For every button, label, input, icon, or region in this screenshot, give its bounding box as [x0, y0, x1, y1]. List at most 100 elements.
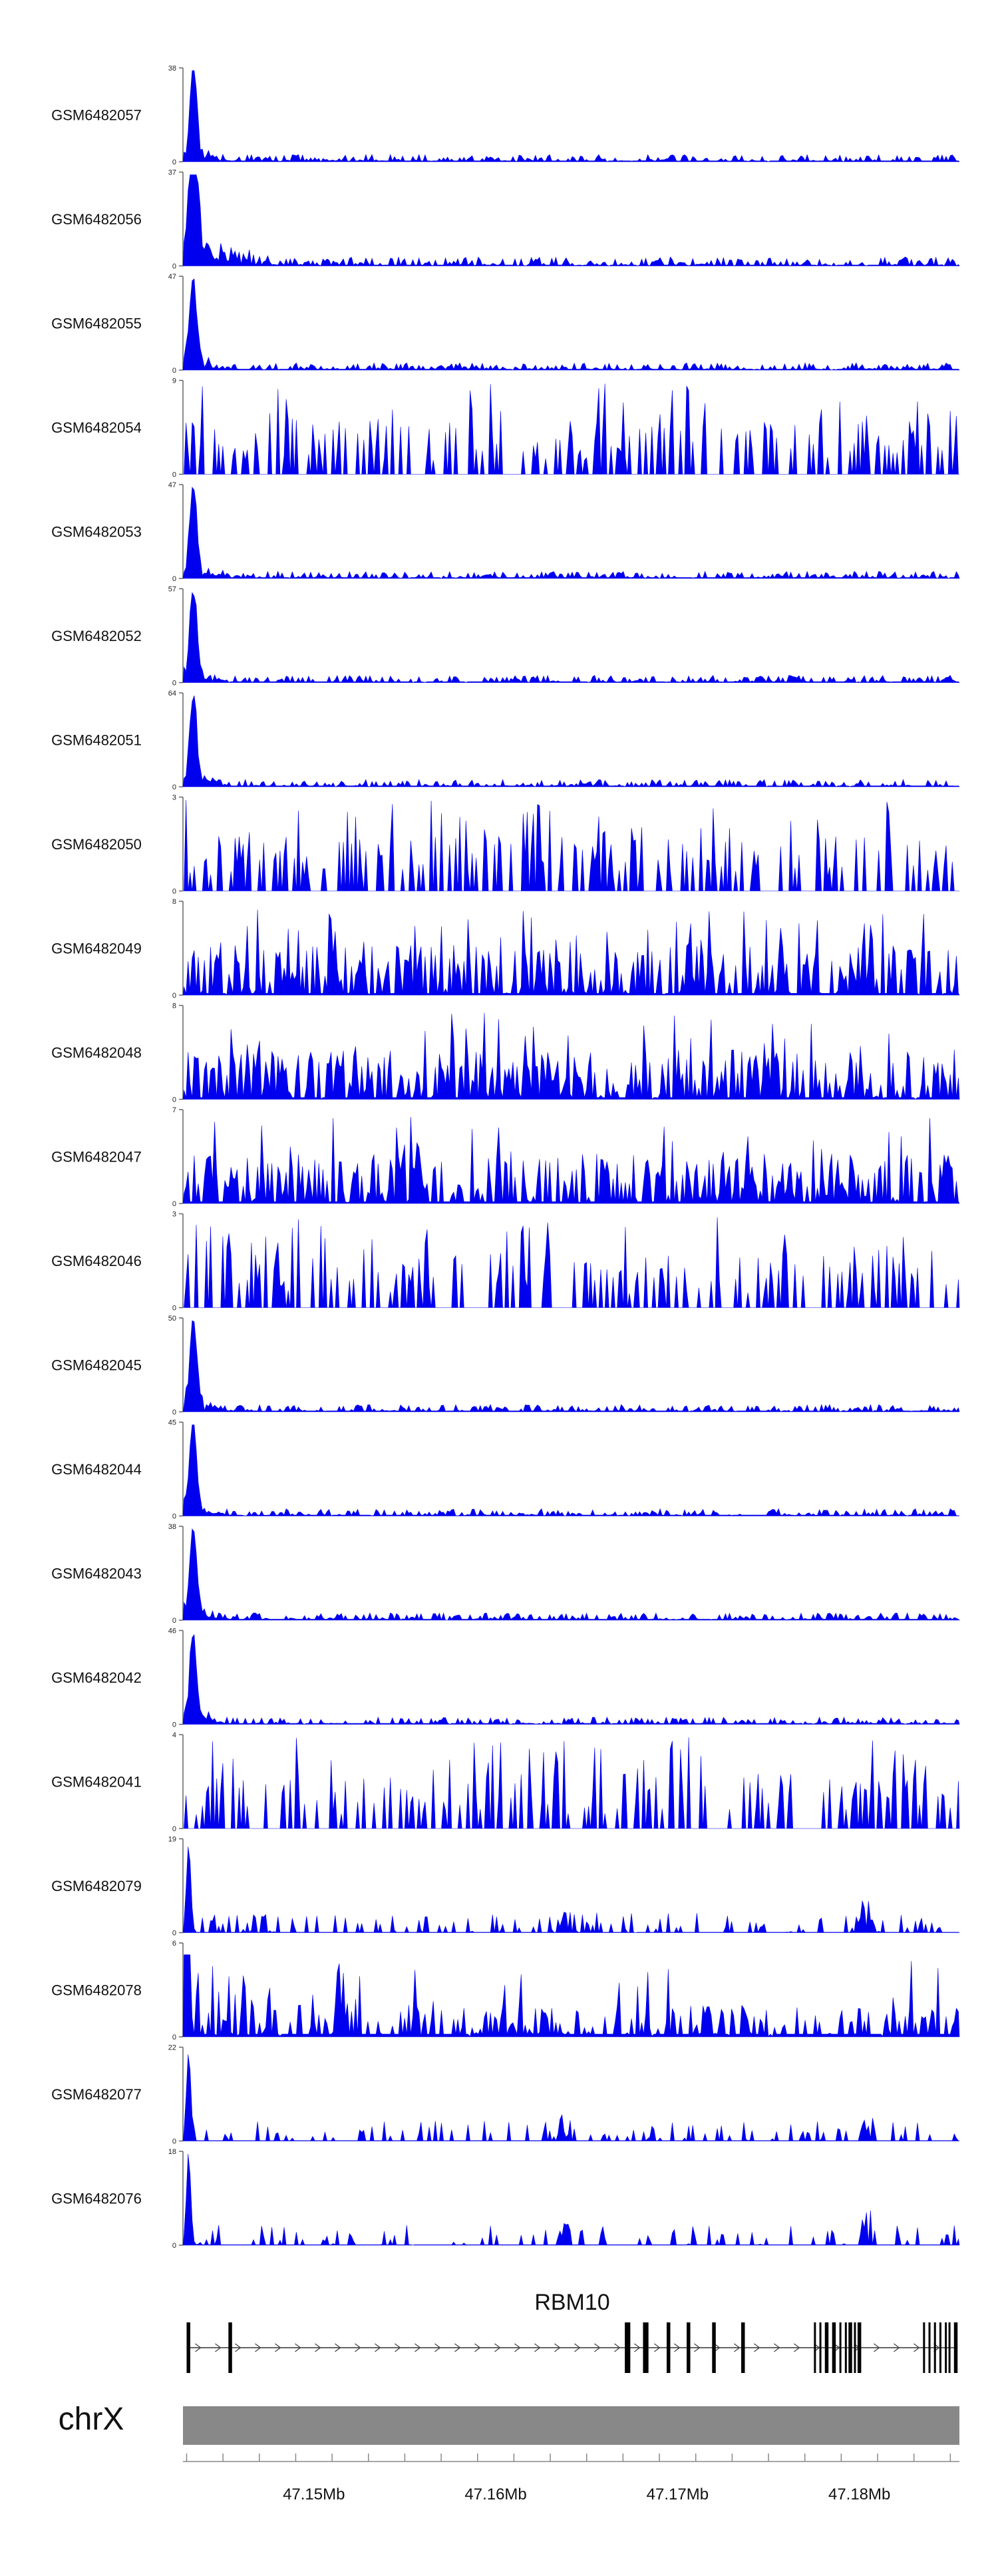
track-label: GSM6482048: [51, 1044, 142, 1061]
coverage-track-GSM6482076: GSM6482076 18 0: [51, 2148, 960, 2250]
y-tick-label-max: 3: [172, 1211, 176, 1219]
strand-arrow: [195, 2343, 202, 2352]
coverage-area: [182, 1424, 960, 1516]
strand-arrow: [794, 2343, 800, 2352]
coverage-track-GSM6482054: GSM6482054 9 0: [51, 377, 959, 479]
gene-exon: [666, 2322, 671, 2373]
strand-arrow: [434, 2343, 441, 2352]
y-tick-label-max: 38: [168, 1523, 176, 1531]
gene-exon: [186, 2322, 190, 2373]
gene-exon: [844, 2322, 847, 2373]
gene-name-label: RBM10: [534, 2290, 609, 2315]
strand-arrow: [275, 2343, 281, 2352]
coverage-track-GSM6482043: GSM6482043 38 0: [51, 1523, 960, 1625]
strand-arrow: [774, 2343, 780, 2352]
strand-arrow: [255, 2343, 261, 2352]
x-tick-label: 47.17Mb: [647, 2485, 709, 2503]
strand-arrow: [454, 2343, 461, 2352]
strand-arrow: [235, 2343, 242, 2352]
coverage-track-GSM6482044: GSM6482044 45 0: [51, 1419, 960, 1521]
strand-arrow: [634, 2343, 641, 2352]
track-label: GSM6482046: [51, 1253, 142, 1269]
strand-arrow: [894, 2343, 900, 2352]
coverage-track-GSM6482042: GSM6482042 46 0: [51, 1627, 960, 1729]
coverage-area: [182, 1117, 960, 1204]
gene-exon: [741, 2322, 745, 2373]
y-tick-label-min: 0: [172, 1305, 176, 1313]
track-label: GSM6482057: [51, 107, 142, 124]
coverage-track-GSM6482056: GSM6482056 37 0: [51, 169, 960, 271]
y-tick-label-min: 0: [172, 2242, 176, 2250]
coverage-area: [182, 2153, 960, 2246]
gene-exon: [824, 2322, 829, 2373]
coverage-track-GSM6482079: GSM6482079 19 0: [51, 1836, 960, 1938]
coverage-track-GSM6482041: GSM6482041 4 0: [51, 1731, 960, 1833]
coverage-area: [182, 487, 960, 579]
strand-arrow: [674, 2343, 681, 2352]
x-tick-label: 47.15Mb: [283, 2485, 345, 2503]
coverage-area: [183, 1737, 960, 1829]
coverage-area: [182, 1846, 960, 1933]
y-tick-label-min: 0: [172, 158, 176, 166]
coverage-area: [182, 1528, 960, 1621]
gene-exon: [848, 2322, 852, 2373]
y-tick-label-max: 6: [172, 1940, 176, 1948]
track-label: GSM6482047: [51, 1149, 142, 1166]
coverage-track-GSM6482055: GSM6482055 47 0: [51, 273, 960, 375]
y-tick-label-min: 0: [172, 471, 176, 479]
coverage-track-GSM6482057: GSM6482057 38 0: [51, 65, 960, 166]
y-tick-label-min: 0: [172, 680, 176, 688]
track-label: GSM6482078: [51, 1982, 142, 1999]
y-tick-label-min: 0: [172, 367, 176, 375]
y-tick-label-max: 18: [168, 2148, 176, 2156]
track-label: GSM6482052: [51, 628, 142, 644]
y-tick-label-max: 45: [168, 1419, 176, 1427]
track-label: GSM6482044: [51, 1461, 142, 1478]
gene-exon: [625, 2322, 631, 2373]
y-tick-label-max: 57: [168, 586, 176, 594]
coverage-track-GSM6482077: GSM6482077 22 0: [51, 2044, 960, 2146]
gene-track: RBM10: [186, 2290, 958, 2373]
strand-arrow: [295, 2343, 301, 2352]
coverage-area: [183, 1217, 960, 1308]
x-tick-label: 47.18Mb: [828, 2485, 890, 2503]
y-tick-label-max: 50: [168, 1315, 176, 1323]
y-tick-label-min: 0: [172, 575, 176, 583]
y-tick-label-max: 64: [168, 690, 176, 698]
gene-exon: [945, 2322, 947, 2373]
strand-arrow: [874, 2343, 880, 2352]
track-label: GSM6482054: [51, 419, 142, 436]
y-tick-label-min: 0: [172, 263, 176, 271]
strand-arrow: [534, 2343, 541, 2352]
x-tick-label: 47.16Mb: [464, 2485, 526, 2503]
strand-arrow: [654, 2343, 661, 2352]
track-label: GSM6482049: [51, 941, 142, 957]
track-label: GSM6482055: [51, 316, 142, 332]
y-tick-label-max: 8: [172, 1002, 176, 1010]
strand-arrow: [714, 2343, 721, 2352]
coverage-track-GSM6482049: GSM6482049 8 0: [51, 898, 960, 1000]
y-tick-label-max: 37: [168, 169, 176, 177]
coverage-track-GSM6482047: GSM6482047 7 0: [51, 1106, 960, 1208]
track-label: GSM6482076: [51, 2191, 142, 2207]
y-tick-label-max: 19: [168, 1836, 176, 1844]
y-tick-label-max: 22: [168, 2044, 176, 2052]
y-tick-label-min: 0: [172, 783, 176, 791]
strand-arrow: [614, 2343, 621, 2352]
track-label: GSM6482041: [51, 1774, 142, 1791]
coverage-track-GSM6482051: GSM6482051 64 0: [51, 690, 960, 791]
y-tick-label-max: 8: [172, 898, 176, 906]
gene-exon: [953, 2322, 958, 2373]
strand-arrow: [215, 2343, 222, 2352]
strand-arrow: [494, 2343, 501, 2352]
coverage-area: [182, 1320, 960, 1412]
coverage-track-GSM6482050: GSM6482050 3 0: [51, 794, 959, 896]
strand-arrow: [554, 2343, 561, 2352]
y-tick-label-max: 47: [168, 481, 176, 489]
coverage-track-GSM6482053: GSM6482053 47 0: [51, 481, 960, 583]
coverage-area: [182, 278, 960, 371]
coverage-area: [182, 1633, 960, 1725]
gene-exon: [939, 2322, 941, 2373]
gene-exon: [857, 2322, 862, 2373]
gene-exon: [228, 2322, 232, 2373]
